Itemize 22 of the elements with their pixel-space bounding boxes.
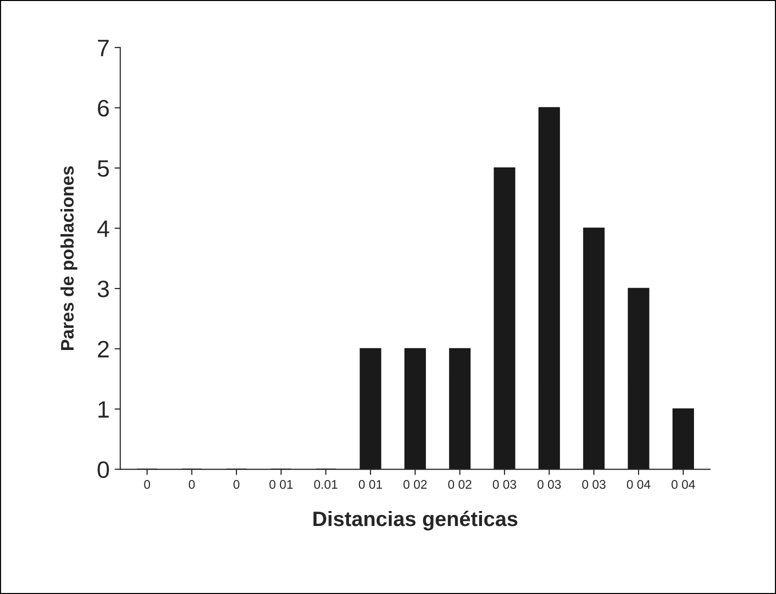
y-tick-label: 6 — [98, 100, 109, 117]
y-tick-label: 5 — [98, 160, 109, 177]
y-tick-label: 7 — [98, 40, 109, 56]
y-tick-label: 1 — [98, 401, 109, 418]
y-tick-label: 3 — [98, 280, 109, 298]
x-tick-label: 0 01 — [358, 480, 382, 489]
x-tick-label: 0 — [144, 480, 150, 489]
x-tick-label: 0 03 — [492, 480, 516, 489]
x-tick-label: 0 03 — [582, 480, 606, 489]
x-tick-label: 0 — [233, 480, 240, 489]
y-tick-label: 4 — [97, 220, 110, 237]
x-tick-label: 0 02 — [448, 480, 472, 489]
x-tick-label: 0 03 — [538, 480, 561, 489]
x-axis-title: Distancias genéticas — [314, 510, 518, 530]
x-tick-label: 0 04 — [672, 480, 696, 489]
x-tick-label: 0 04 — [626, 480, 650, 489]
x-tick-label: 0 01 — [269, 480, 293, 489]
x-tick-label: 0.01 — [314, 480, 338, 489]
y-axis-title: Pares de poblaciones — [60, 166, 78, 350]
x-tick-label: 0 — [188, 480, 195, 489]
y-tick-label: 2 — [98, 340, 109, 358]
x-tick-label: 0 02 — [403, 480, 427, 489]
